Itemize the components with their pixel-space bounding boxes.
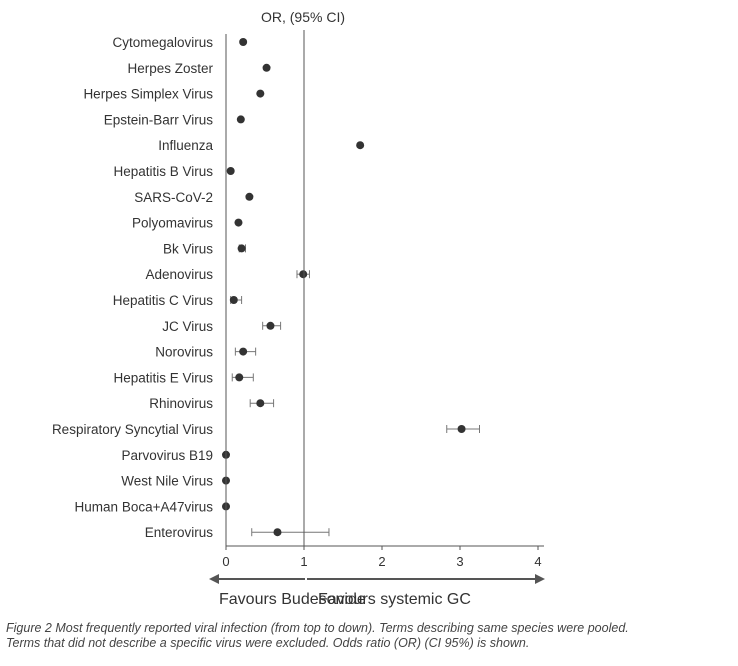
or-point — [266, 321, 275, 330]
x-tick-label: 3 — [456, 554, 463, 569]
category-label: Adenovirus — [145, 267, 213, 282]
category-label: Hepatitis B Virus — [113, 164, 213, 179]
or-point — [273, 528, 282, 537]
figure-caption: Figure 2 Most frequently reported viral … — [6, 621, 732, 651]
x-tick-label: 4 — [534, 554, 541, 569]
category-label: Human Boca+A47virus — [75, 499, 214, 514]
or-point — [262, 63, 271, 72]
category-label: Parvovirus B19 — [121, 448, 213, 463]
or-point — [256, 89, 265, 98]
x-tick-label: 1 — [300, 554, 307, 569]
or-point — [239, 38, 248, 46]
or-point — [245, 192, 254, 201]
or-point — [356, 141, 365, 150]
annotation-layer: Favours Budesonide Favours systemic GC — [219, 591, 471, 608]
or-point — [299, 270, 308, 279]
favours-systemic-gc-label: Favours systemic GC — [318, 591, 471, 608]
or-point — [457, 425, 466, 433]
category-label: Enterovirus — [145, 525, 214, 540]
forest-plot: OR, (95% CI) Cytomegalovirus Herpes Zoste… — [52, 9, 545, 608]
category-label: Norovirus — [155, 345, 213, 360]
caption-line-1: Figure 2 Most frequently reported viral … — [6, 621, 629, 635]
axes-layer: 0 1 2 3 4 — [209, 30, 545, 585]
category-label: West Nile Virus — [121, 474, 213, 489]
or-point — [239, 347, 248, 356]
category-label: Bk Virus — [163, 241, 213, 256]
category-label: Herpes Simplex Virus — [83, 87, 213, 102]
category-label: Polyomavirus — [132, 216, 213, 231]
or-point — [236, 115, 245, 124]
category-label: Herpes Zoster — [127, 61, 213, 76]
category-label: JC Virus — [162, 319, 213, 334]
category-label: Cytomegalovirus — [112, 35, 213, 50]
category-label: Hepatitis E Virus — [113, 370, 213, 385]
favours-budesonide-label: Favours Budesonide — [219, 591, 366, 608]
category-label: Influenza — [158, 138, 213, 153]
or-point — [226, 167, 235, 175]
arrow-left-head — [209, 574, 219, 584]
category-label: Rhinovirus — [149, 396, 213, 411]
or-point — [229, 296, 238, 304]
category-label: SARS-CoV-2 — [134, 190, 213, 205]
chart-title: OR, (95% CI) — [261, 9, 345, 25]
x-tick-label: 0 — [222, 554, 229, 569]
x-tick-label: 2 — [378, 554, 385, 569]
or-point — [256, 399, 265, 408]
caption-line-2: Terms that did not describe a specific v… — [6, 636, 530, 650]
or-point — [237, 244, 246, 253]
or-point — [234, 218, 243, 227]
arrow-right-head — [535, 574, 545, 584]
category-label: Respiratory Syncytial Virus — [52, 422, 213, 437]
or-point — [235, 373, 244, 382]
rows-layer: Cytomegalovirus Herpes Zoster Herpes Simpl… — [52, 35, 480, 540]
category-label: Hepatitis C Virus — [113, 293, 214, 308]
category-label: Epstein-Barr Virus — [104, 112, 214, 127]
